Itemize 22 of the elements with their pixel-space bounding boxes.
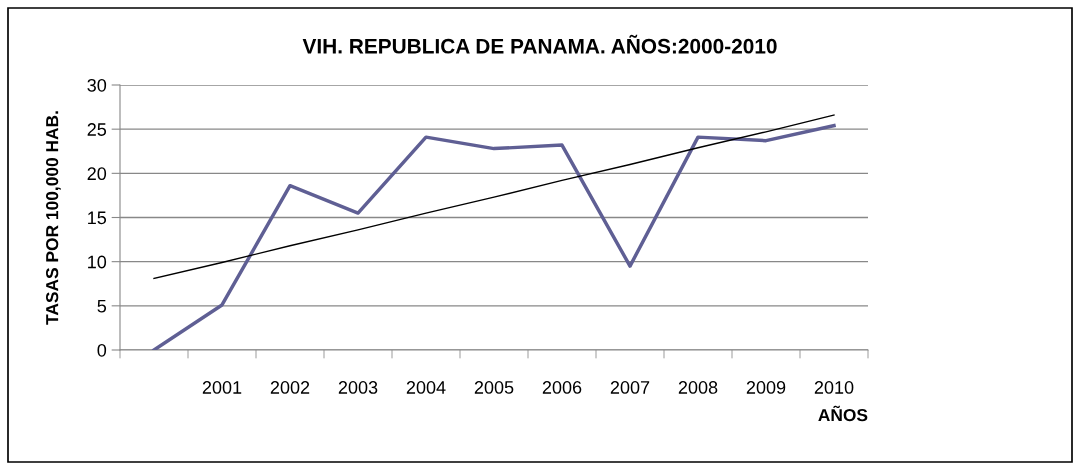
y-tick-label: 15 bbox=[88, 211, 107, 225]
line-series bbox=[153, 114, 835, 280]
x-tick-label: 2008 bbox=[678, 381, 718, 394]
x-tick-label: 2010 bbox=[814, 381, 854, 394]
y-tick-label: 20 bbox=[87, 167, 107, 181]
x-tick-label: 2002 bbox=[270, 381, 310, 394]
x-tick-label: 2007 bbox=[610, 381, 650, 394]
x-tick-label: 2004 bbox=[406, 381, 446, 394]
y-axis-title: TASAS POR 100,000 HAB. bbox=[46, 111, 61, 325]
chart-title: VIH. REPUBLICA DE PANAMA. AÑOS:2000-2010 bbox=[302, 34, 777, 54]
y-tick-label: 10 bbox=[88, 255, 107, 269]
x-tick-label: 2006 bbox=[542, 381, 582, 394]
line-series bbox=[152, 123, 836, 350]
y-tick-label: 30 bbox=[87, 78, 107, 92]
x-tick-label: 2009 bbox=[746, 381, 786, 394]
y-tick-label: 5 bbox=[97, 299, 107, 313]
x-tick-label: 2001 bbox=[202, 381, 242, 394]
x-axis-title: AÑOS bbox=[818, 405, 868, 422]
y-tick-label: 0 bbox=[97, 343, 107, 357]
x-tick-label: 2005 bbox=[474, 381, 514, 394]
x-tick-label: 2003 bbox=[338, 381, 378, 394]
y-tick-label: 25 bbox=[87, 123, 107, 136]
